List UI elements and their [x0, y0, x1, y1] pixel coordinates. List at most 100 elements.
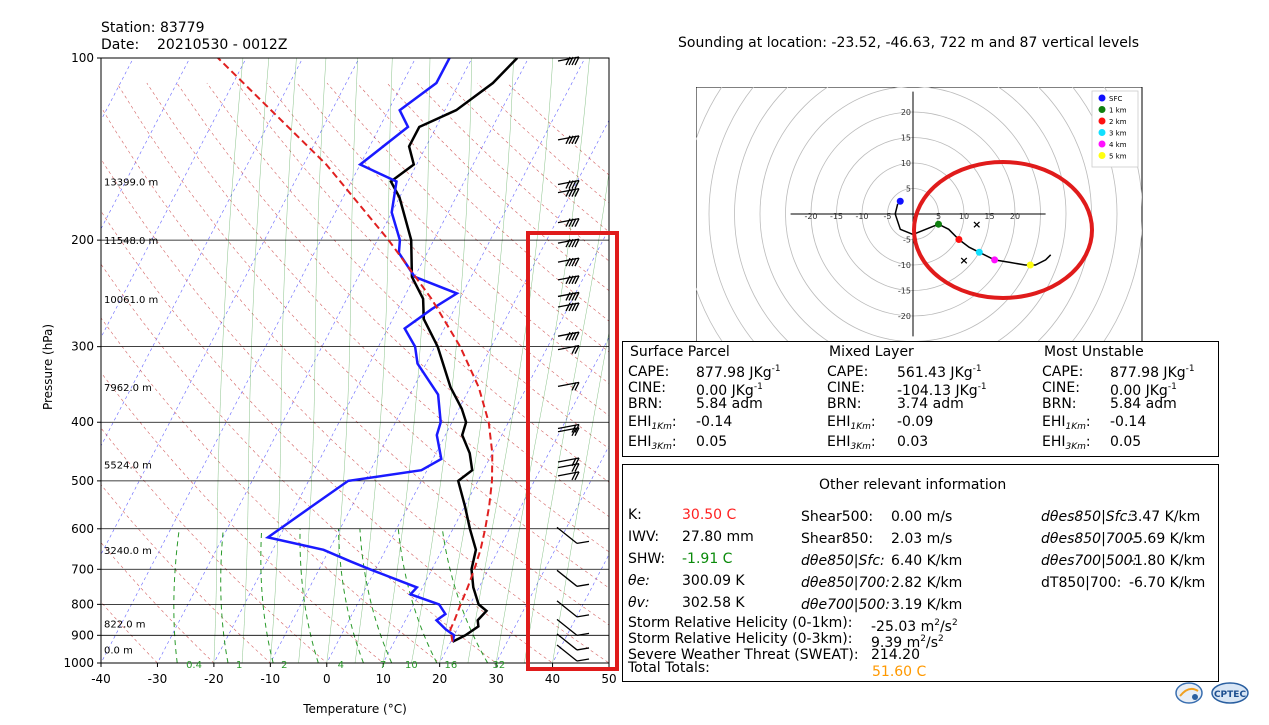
wind-barb-flag: [574, 345, 580, 354]
wind-barb-flag: [574, 180, 580, 189]
sfc-cine-label: CINE:: [628, 380, 666, 396]
dte850sfc-label: dθe850|Sfc:: [801, 553, 885, 569]
dry-adiabat-line: [146, 82, 609, 553]
wind-barb-flag: [565, 292, 571, 301]
isotherm-line: [0, 58, 77, 676]
mixing-ratio-line: [299, 528, 319, 663]
hodograph-point: [955, 236, 963, 243]
wind-barb-flag: [565, 135, 571, 145]
moist-adiabat-line: [439, 58, 514, 663]
date-label: Date: 20210530 - 0012Z: [101, 37, 288, 53]
hodograph-y-tick: -5: [903, 236, 911, 245]
wind-barb-flag: [574, 135, 580, 145]
y-axis-label: Pressure (hPa): [41, 324, 55, 410]
wind-barb-flag: [568, 218, 574, 227]
dry-adiabat-line: [101, 371, 384, 663]
wind-barb-flag: [574, 257, 580, 267]
wind-barb-staff: [556, 569, 578, 587]
wind-barb: [556, 569, 590, 587]
station-label: Station: 83779: [101, 20, 205, 36]
height-label: 822.0 m: [104, 619, 146, 630]
height-label: 13399.0 m: [104, 177, 158, 188]
wind-barb-flag: [571, 331, 577, 341]
wind-barb-flag: [568, 135, 574, 145]
highlight-ellipse: [912, 160, 1094, 300]
wind-barb: [556, 526, 590, 545]
mixing-ratio-label: 1: [236, 660, 242, 671]
isotherm-line: [552, 553, 609, 663]
hodograph-y-tick: 15: [901, 134, 911, 143]
mu-cine-value: 0.00 JKg-1: [1110, 382, 1177, 399]
wind-barb-flag: [565, 188, 571, 197]
y-tick-label: 1000: [63, 656, 94, 670]
wind-barb: [557, 471, 580, 481]
mu-brn-value: 5.84 adm: [1110, 396, 1177, 412]
wind-barb-flag: [565, 275, 571, 285]
wind-barb-flag: [576, 647, 590, 651]
wind-barb-flag: [571, 56, 577, 66]
wind-barb-flag: [571, 302, 577, 312]
mixing-ratio-line: [220, 528, 229, 663]
moist-adiabat-line: [552, 330, 609, 663]
sfc-ehi3-value: 0.05: [696, 434, 728, 450]
dte850700-label: dθe850|700:: [801, 575, 890, 591]
wind-barb: [557, 462, 580, 472]
shear500-value: 0.00 m/s: [891, 509, 953, 525]
wind-barb-flag: [571, 471, 577, 481]
x-tick-label: 10: [376, 672, 391, 686]
x-tick-label: -30: [148, 672, 168, 686]
height-label: 11548.0 m: [104, 236, 158, 247]
wind-barb-flag: [571, 275, 577, 285]
inpe-logo: [1175, 682, 1203, 704]
isotherm-line: [101, 58, 360, 556]
dte700500-value: 3.19 K/km: [891, 597, 963, 613]
thetav-label: θv:: [628, 595, 650, 611]
moist-adiabat-line: [213, 58, 244, 663]
mu-ehi1-label: EHI1Km:: [1042, 414, 1091, 432]
hodograph-x-tick: -20: [804, 212, 817, 221]
isotherm-line: [101, 58, 416, 663]
mu-ehi1-value: -0.14: [1110, 414, 1147, 430]
y-tick-label: 900: [71, 628, 94, 642]
wind-barb: [557, 381, 580, 391]
mixing-ratio-label: 0.4: [186, 660, 202, 671]
dry-adiabat-line: [101, 317, 441, 663]
wind-barb-flag: [571, 238, 577, 248]
x-tick-label: 0: [323, 672, 331, 686]
iwv-label: IWV:: [628, 529, 660, 545]
y-tick-label: 800: [71, 597, 94, 611]
wind-barb: [556, 644, 590, 662]
wind-barb-flag: [568, 302, 574, 312]
height-label: 7962.0 m: [104, 383, 152, 394]
wind-barb-flag: [568, 180, 574, 189]
wind-barb-flag: [574, 218, 580, 227]
mixing-ratio-label: 4: [338, 660, 344, 671]
legend-marker: [1098, 129, 1106, 136]
dry-adiabat-line: [101, 601, 158, 663]
moist-adiabat-line: [467, 58, 554, 663]
legend-label: 1 km: [1109, 107, 1127, 115]
y-tick-label: 400: [71, 415, 94, 429]
isotherm-line: [0, 58, 20, 676]
wind-barb: [557, 56, 580, 66]
wind-barb-flag: [565, 238, 571, 248]
dte700500-label: dθe700|500:: [801, 597, 890, 613]
dry-adiabat-line: [101, 542, 215, 663]
mu-ehi3-label: EHI3Km:: [1042, 434, 1091, 452]
y-tick-label: 200: [71, 233, 94, 247]
dewpoint-line: [264, 58, 460, 643]
dtes850sfc-value: 3.47 K/km: [1129, 509, 1201, 525]
wind-barb-flag: [576, 658, 590, 662]
wind-barb: [557, 135, 580, 145]
iwv-value: 27.80 mm: [682, 529, 754, 545]
wind-barb-flag: [568, 331, 574, 341]
wind-barb-flag: [565, 56, 571, 66]
wind-barb-flag: [574, 188, 580, 197]
hodograph-x-tick: 10: [959, 212, 969, 221]
sfc-brn-value: 5.84 adm: [696, 396, 763, 412]
thetae-value: 300.09 K: [682, 573, 745, 589]
svg-text:CPTEC: CPTEC: [1214, 690, 1246, 700]
dtes850700-value: -5.69 K/km: [1129, 531, 1206, 547]
isotherm-line: [382, 228, 609, 663]
